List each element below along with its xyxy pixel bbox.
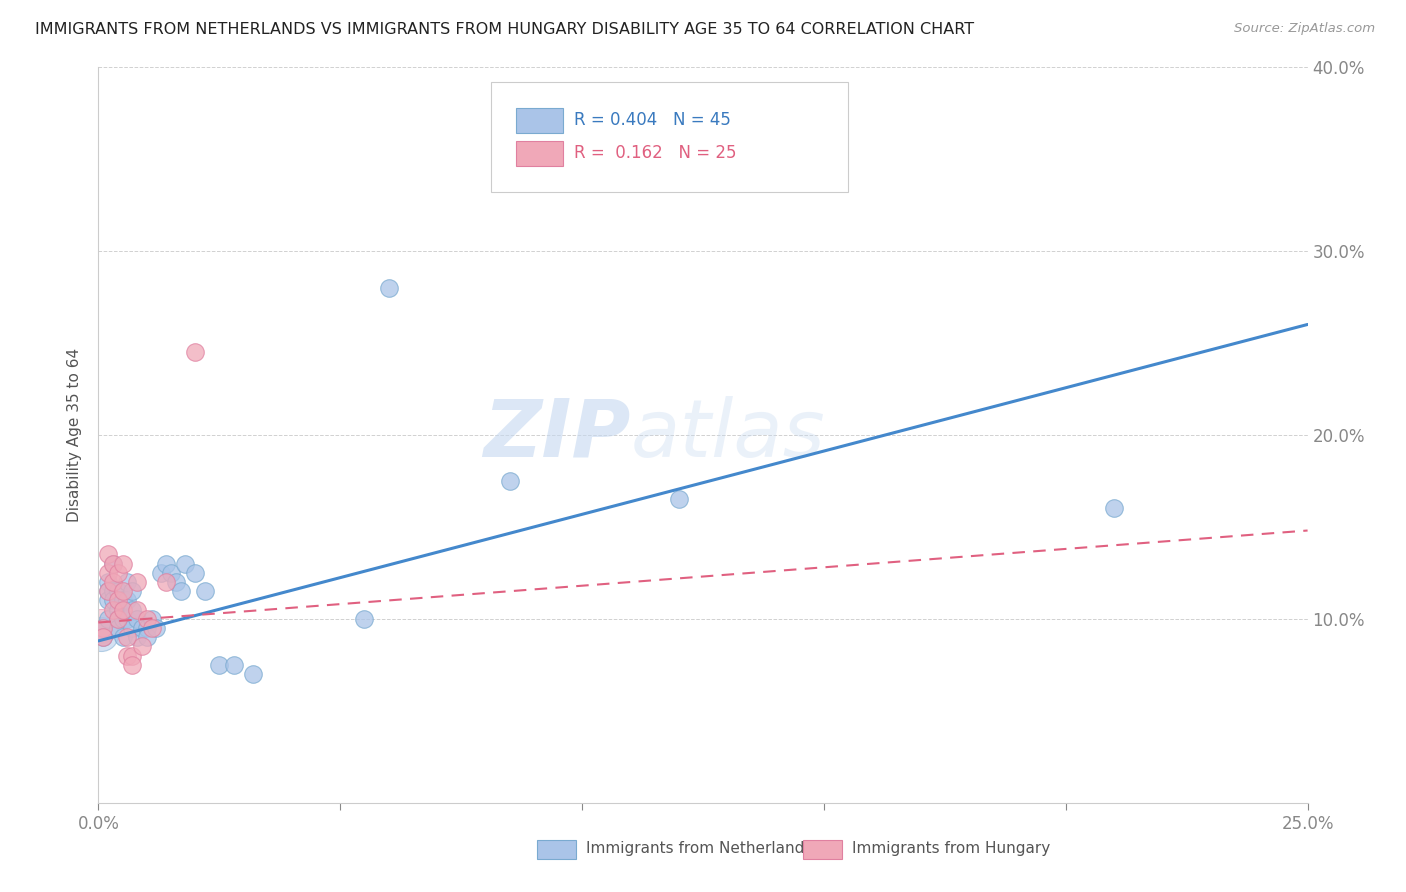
Point: [111, 602, 134, 616]
Point: [127, 630, 149, 644]
FancyBboxPatch shape: [803, 840, 842, 860]
FancyBboxPatch shape: [537, 840, 576, 860]
Point: [97, 575, 120, 590]
Point: [208, 657, 231, 672]
Text: R = 0.404   N = 45: R = 0.404 N = 45: [574, 111, 731, 128]
Point: [242, 667, 264, 681]
Point: [160, 566, 183, 580]
FancyBboxPatch shape: [516, 141, 562, 166]
Point: [141, 621, 163, 635]
Point: [90, 619, 112, 633]
FancyBboxPatch shape: [492, 81, 848, 192]
Point: [194, 584, 217, 599]
Point: [222, 657, 245, 672]
Point: [121, 584, 143, 599]
Point: [498, 474, 520, 488]
Text: IMMIGRANTS FROM NETHERLANDS VS IMMIGRANTS FROM HUNGARY DISABILITY AGE 35 TO 64 C: IMMIGRANTS FROM NETHERLANDS VS IMMIGRANT…: [35, 22, 974, 37]
Point: [184, 566, 207, 580]
FancyBboxPatch shape: [516, 108, 562, 133]
Point: [135, 630, 157, 644]
Point: [145, 621, 167, 635]
Point: [131, 621, 153, 635]
Text: Immigrants from Netherlands: Immigrants from Netherlands: [586, 841, 813, 856]
Point: [101, 575, 124, 590]
Point: [91, 630, 114, 644]
Point: [91, 621, 114, 635]
Text: ZIP: ZIP: [484, 396, 630, 474]
Point: [111, 557, 134, 571]
Point: [107, 566, 129, 580]
Point: [97, 584, 120, 599]
Point: [107, 593, 129, 607]
Point: [121, 648, 143, 663]
Point: [101, 557, 124, 571]
Point: [377, 280, 399, 294]
Point: [127, 602, 149, 616]
Point: [91, 621, 114, 635]
Point: [107, 621, 129, 635]
Point: [111, 584, 134, 599]
Point: [117, 612, 139, 626]
Point: [155, 575, 177, 590]
Point: [101, 593, 124, 607]
Point: [97, 584, 120, 599]
Point: [121, 621, 143, 635]
Point: [135, 621, 157, 635]
Point: [174, 557, 197, 571]
Point: [127, 575, 149, 590]
Point: [107, 584, 129, 599]
Point: [169, 584, 191, 599]
Point: [107, 612, 129, 626]
Point: [353, 612, 375, 626]
Point: [150, 566, 173, 580]
Point: [111, 630, 134, 644]
Y-axis label: Disability Age 35 to 64: Disability Age 35 to 64: [66, 348, 82, 522]
Point: [107, 602, 129, 616]
Point: [101, 584, 124, 599]
Point: [141, 612, 163, 626]
Point: [127, 612, 149, 626]
Point: [91, 630, 114, 644]
Text: atlas: atlas: [630, 396, 825, 474]
Point: [97, 566, 120, 580]
Point: [97, 548, 120, 562]
Point: [101, 602, 124, 616]
Text: Immigrants from Hungary: Immigrants from Hungary: [852, 841, 1050, 856]
Point: [121, 602, 143, 616]
Point: [117, 648, 139, 663]
Point: [111, 593, 134, 607]
Point: [90, 626, 112, 640]
Point: [97, 612, 120, 626]
Point: [117, 593, 139, 607]
Point: [135, 612, 157, 626]
Text: Source: ZipAtlas.com: Source: ZipAtlas.com: [1234, 22, 1375, 36]
Point: [107, 612, 129, 626]
Point: [117, 630, 139, 644]
Point: [184, 345, 207, 359]
Point: [101, 557, 124, 571]
Point: [111, 612, 134, 626]
Point: [97, 593, 120, 607]
Text: R =  0.162   N = 25: R = 0.162 N = 25: [574, 144, 737, 162]
Point: [165, 575, 187, 590]
Point: [131, 640, 153, 654]
Point: [155, 557, 177, 571]
Point: [117, 575, 139, 590]
Point: [668, 492, 690, 507]
Point: [121, 657, 143, 672]
Point: [1102, 501, 1125, 516]
